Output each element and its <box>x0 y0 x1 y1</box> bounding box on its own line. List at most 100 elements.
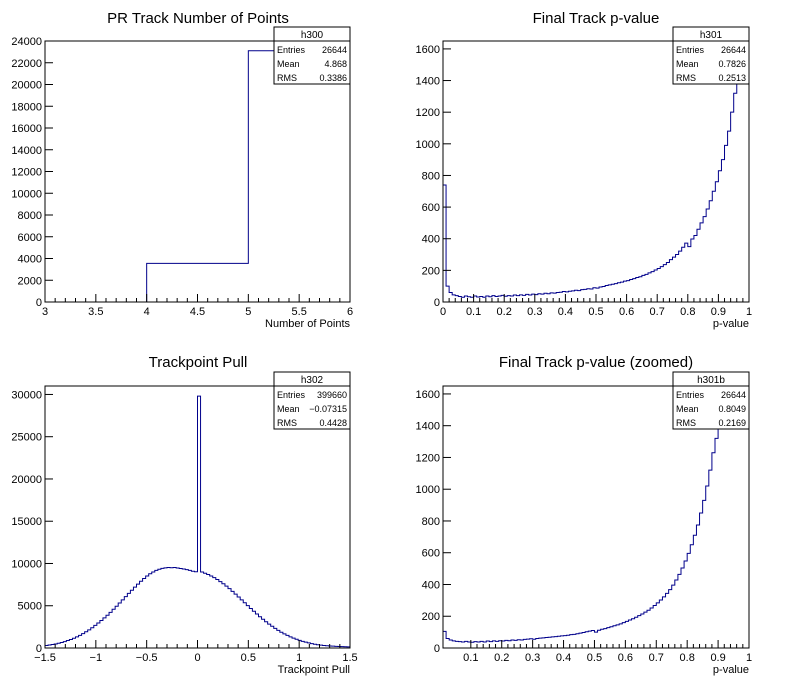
x-tick-label: −0.5 <box>136 652 158 664</box>
stats-name: h301 <box>700 30 723 41</box>
stats-value: 4.868 <box>324 59 347 69</box>
x-tick-label: 0.8 <box>680 306 695 318</box>
stats-name: h300 <box>301 30 324 41</box>
x-axis-label: p-value <box>713 664 749 676</box>
stats-box: h300 Entries 26644 Mean 4.868 RMS 0.3386 <box>273 26 351 85</box>
x-tick-label: 1 <box>296 652 302 664</box>
y-tick-label: 800 <box>422 516 440 528</box>
y-tick-label: 1400 <box>416 421 440 433</box>
y-tick-label: 1400 <box>416 76 440 88</box>
histogram-line <box>45 50 351 303</box>
histogram-line <box>442 64 750 302</box>
x-axis-label: p-value <box>713 318 749 330</box>
y-tick-label: 4000 <box>18 254 42 266</box>
stats-box: h302 Entries 399660 Mean −0.07315 RMS 0.4428 <box>273 371 351 430</box>
y-tick-label: 1600 <box>416 44 440 56</box>
x-tick-label: 0.2 <box>497 306 512 318</box>
x-tick-label: 5 <box>245 306 251 318</box>
y-tick-label: 800 <box>422 170 440 182</box>
x-tick-label: 0.5 <box>241 652 256 664</box>
stats-label: Mean <box>676 404 699 414</box>
y-tick-label: 1200 <box>416 107 440 119</box>
y-tick-label: 1200 <box>416 452 440 464</box>
chart-title: Trackpoint Pull <box>149 354 248 371</box>
stats-value: 399660 <box>317 390 347 400</box>
y-tick-label: 6000 <box>18 232 42 244</box>
histogram-line <box>442 385 750 648</box>
chart-title: PR Track Number of Points <box>107 10 289 27</box>
y-tick-label: 22000 <box>11 58 42 70</box>
stats-frame <box>672 371 750 430</box>
x-tick-label: 1.5 <box>342 652 357 664</box>
y-tick-label: 0 <box>36 297 42 309</box>
y-tick-label: 0 <box>434 297 440 309</box>
x-axis-label: Number of Points <box>265 318 350 330</box>
y-tick-label: 0 <box>434 643 440 655</box>
chart-panel-4: Final Track p-value (zoomed) 0.1 0.2 0.3 0.4… <box>416 354 753 676</box>
x-tick-label: 4 <box>144 306 150 318</box>
stats-value: 0.8049 <box>718 404 746 414</box>
y-tick-label: 1000 <box>416 139 440 151</box>
x-tick-label: 0.1 <box>463 652 478 664</box>
y-tick-label: 14000 <box>11 145 42 157</box>
stats-name: h302 <box>301 375 324 386</box>
chart-panel-1: PR Track Number of Points 3 3.5 4 4.5 5 5.5 6 0 2… <box>11 10 353 330</box>
stats-value: 26644 <box>721 390 746 400</box>
stats-name: h301b <box>697 375 725 386</box>
x-tick-label: 5.5 <box>292 306 307 318</box>
x-tick-label: 0 <box>440 306 446 318</box>
stats-label: Entries <box>277 45 306 55</box>
x-tick-label: 0.3 <box>525 652 540 664</box>
x-tick-label: 1 <box>746 306 752 318</box>
y-tick-label: 12000 <box>11 167 42 179</box>
stats-label: RMS <box>676 73 696 83</box>
x-tick-label: −1 <box>90 652 103 664</box>
y-tick-label: 5000 <box>18 601 42 613</box>
x-tick-label: 0.9 <box>710 652 725 664</box>
y-tick-label: 0 <box>36 643 42 655</box>
x-tick-label: 0.5 <box>588 306 603 318</box>
x-tick-label: −1.5 <box>34 652 56 664</box>
stats-value: 0.2169 <box>718 418 746 428</box>
y-tick-label: 400 <box>422 579 440 591</box>
stats-label: Entries <box>676 390 705 400</box>
y-tick-label: 18000 <box>11 101 42 113</box>
x-tick-label: 0.6 <box>618 652 633 664</box>
x-tick-label: 0 <box>194 652 200 664</box>
chart-panel-3: Trackpoint Pull −1.5 −1 −0.5 0 0.5 1 1.5 0 5000 10… <box>11 354 357 676</box>
stats-label: RMS <box>277 73 297 83</box>
x-tick-label: 0.3 <box>527 306 542 318</box>
stats-label: Mean <box>676 59 699 69</box>
stats-label: RMS <box>676 418 696 428</box>
y-tick-label: 15000 <box>11 516 42 528</box>
y-tick-label: 2000 <box>18 275 42 287</box>
y-tick-label: 30000 <box>11 389 42 401</box>
x-tick-label: 3.5 <box>88 306 103 318</box>
y-tick-label: 200 <box>422 265 440 277</box>
x-tick-label: 0.5 <box>587 652 602 664</box>
y-tick-label: 20000 <box>11 474 42 486</box>
y-tick-label: 8000 <box>18 210 42 222</box>
y-tick-label: 1000 <box>416 484 440 496</box>
y-tick-label: 400 <box>422 234 440 246</box>
stats-value: 26644 <box>322 45 347 55</box>
stats-label: Entries <box>676 45 705 55</box>
x-tick-label: 0.7 <box>650 306 665 318</box>
y-tick-label: 10000 <box>11 188 42 200</box>
chart-title: Final Track p-value (zoomed) <box>499 354 693 371</box>
x-tick-label: 0.4 <box>558 306 573 318</box>
x-tick-label: 0.6 <box>619 306 634 318</box>
stats-value: 0.4428 <box>319 418 347 428</box>
x-tick-label: 1 <box>746 652 752 664</box>
plot-frame <box>442 385 750 649</box>
stats-label: Mean <box>277 404 300 414</box>
stats-label: Mean <box>277 59 300 69</box>
stats-label: RMS <box>277 418 297 428</box>
x-tick-label: 0.8 <box>680 652 695 664</box>
stats-label: Entries <box>277 390 306 400</box>
y-tick-label: 200 <box>422 611 440 623</box>
x-tick-label: 6 <box>347 306 353 318</box>
y-tick-label: 20000 <box>11 80 42 92</box>
stats-box: h301b Entries 26644 Mean 0.8049 RMS 0.2169 <box>672 371 750 430</box>
